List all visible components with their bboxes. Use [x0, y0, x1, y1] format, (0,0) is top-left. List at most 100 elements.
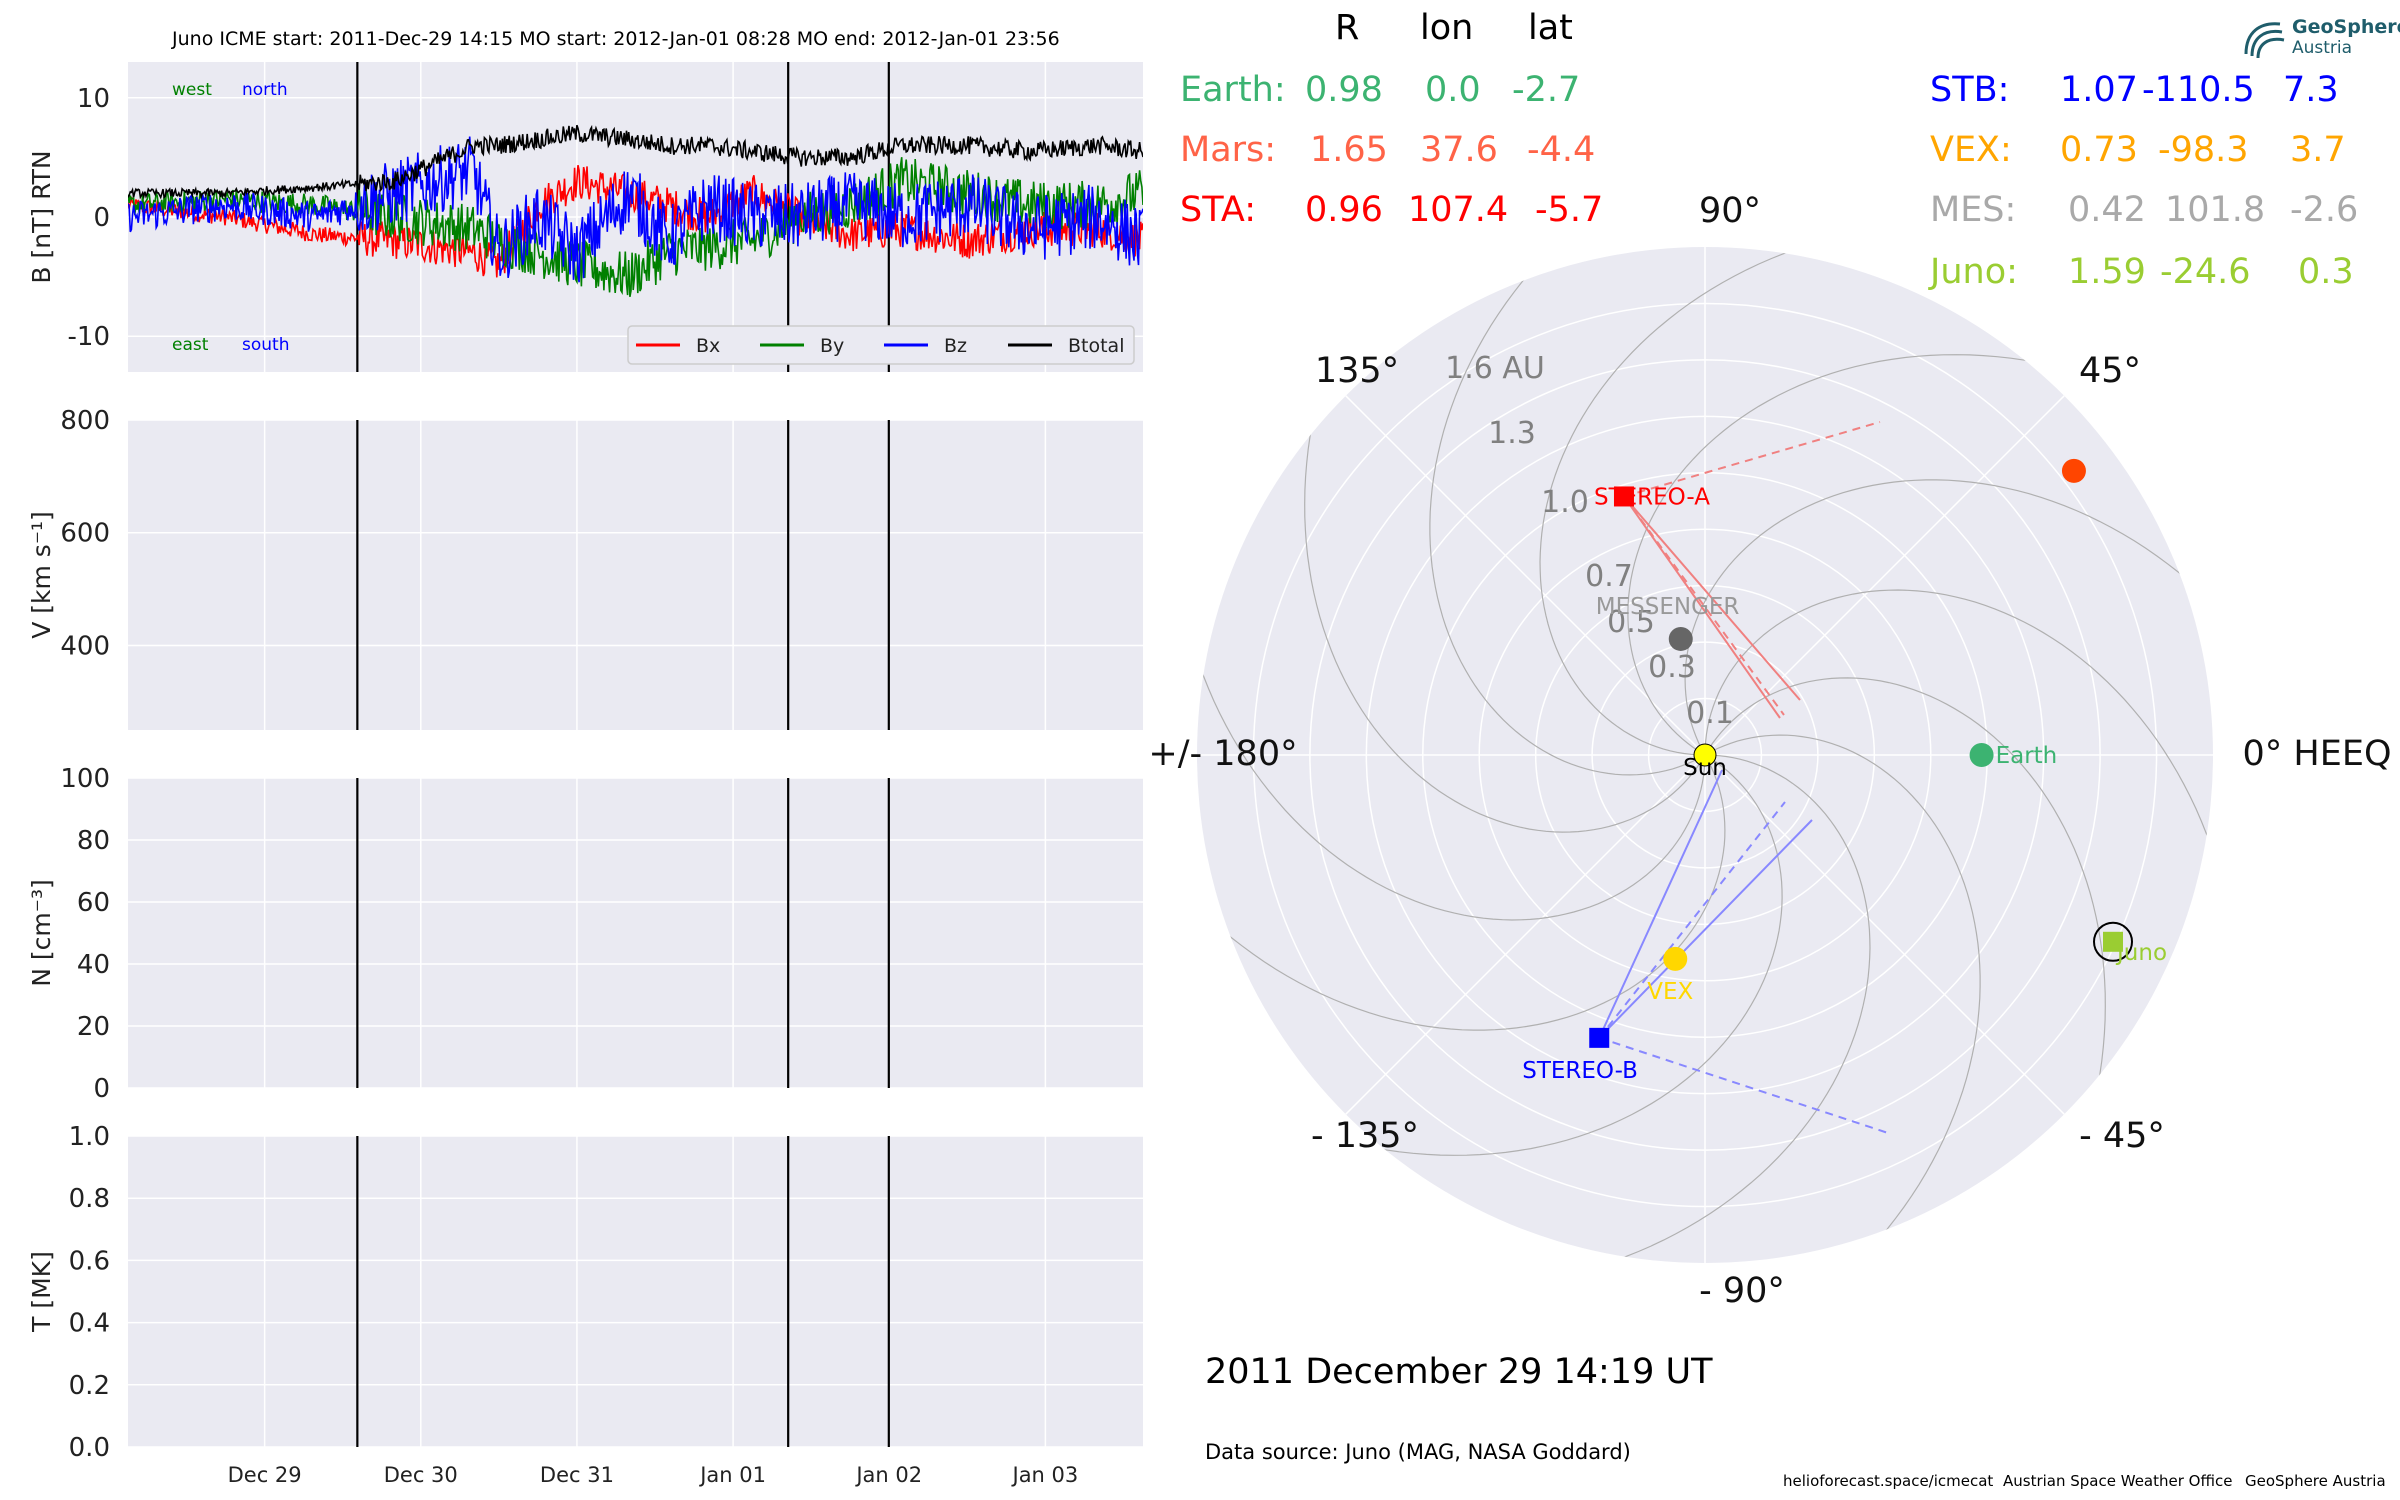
x-tick-label: Dec 31 — [540, 1463, 614, 1487]
parker-spiral-line — [1684, 479, 2213, 756]
y-tick-label: 0 — [93, 1074, 110, 1104]
row-stb-label: STB: — [1930, 70, 2010, 110]
logo-swirl-icon — [2244, 22, 2285, 59]
x-tick-label: Dec 29 — [228, 1463, 302, 1487]
stb-fov-line — [1598, 769, 1723, 1039]
radial-label: 0.1 — [1686, 696, 1734, 731]
row-juno-lon: -24.6 — [2160, 252, 2251, 292]
footer-office: Austrian Space Weather Office — [2003, 1472, 2233, 1490]
stb-fov-line — [1598, 819, 1813, 1039]
angle-label: 45° — [2079, 351, 2141, 391]
parker-spiral-line — [1539, 247, 1899, 756]
y-tick-label: 80 — [77, 826, 110, 856]
body-stereo-b-label: STEREO-B — [1522, 1058, 1638, 1084]
row-sta-lon: 107.4 — [1408, 190, 1509, 230]
y-tick-label: 0.4 — [69, 1309, 110, 1339]
row-juno-label: Juno: — [1930, 252, 2018, 292]
y-tick-label: 800 — [60, 406, 110, 436]
legend-label-bz: Bz — [944, 335, 967, 357]
x-tick-label: Jan 01 — [698, 1463, 766, 1487]
body-earth-marker — [1969, 743, 1994, 767]
row-earth-label: Earth: — [1180, 70, 1286, 110]
y-axis-label: V [km s⁻¹] — [27, 511, 56, 639]
row-mes-lon: 101.8 — [2165, 190, 2266, 230]
row-mars-lat: -4.4 — [1527, 130, 1596, 170]
logo-sub: Austria — [2292, 38, 2353, 58]
legend-box — [627, 325, 1135, 365]
parker-spiral-line — [1429, 247, 1706, 776]
panel-background — [128, 778, 1143, 1088]
parker-spiral-line — [1704, 677, 2106, 1188]
sta-fov-dashed — [1623, 421, 1881, 498]
data-source: Data source: Juno (MAG, NASA Goddard) — [1205, 1440, 1631, 1464]
body-juno-marker — [2103, 931, 2124, 952]
row-stb-r: 1.07 — [2060, 70, 2138, 110]
y-tick-label: 400 — [60, 631, 110, 661]
parker-spirals — [1197, 247, 2213, 1263]
x-tick-label: Jan 02 — [854, 1463, 922, 1487]
panel-density: 0 20 40 60 80 100 N [cm⁻³] — [27, 764, 1143, 1104]
table-header-lat: lat — [1528, 8, 1573, 48]
stb-fov-dashed — [1598, 1036, 1889, 1134]
radial-label: 1.0 — [1541, 485, 1589, 520]
angle-label: 0° HEEQ — [2243, 734, 2392, 774]
corner-label-north: north — [242, 80, 288, 100]
body-stereo-b-marker — [1589, 1027, 1610, 1048]
parker-spiral-line — [1704, 589, 2213, 949]
y-axis-label: N [cm⁻³] — [27, 879, 56, 986]
series-line-bx — [128, 165, 1143, 278]
body-juno-label: Juno — [2115, 940, 2167, 966]
row-juno-r: 1.59 — [2068, 252, 2146, 292]
parker-spiral-line — [1704, 734, 1981, 1263]
angle-label: - 135° — [1311, 1116, 1419, 1156]
body-messenger-marker — [1668, 626, 1693, 651]
y-tick-label: 0 — [93, 203, 110, 233]
x-tick-label: Dec 30 — [384, 1463, 458, 1487]
sta-fov-dashed — [1623, 495, 1785, 716]
body-vex-marker — [1663, 946, 1688, 971]
panel-speed: 400 600 800 V [km s⁻¹] — [27, 406, 1143, 730]
radial-label: 1.6 AU — [1445, 351, 1545, 386]
panel-temperature: 0.0 0.2 0.4 0.6 0.8 1.0 T [MK] — [27, 1122, 1143, 1463]
row-sta-lat: -5.7 — [1535, 190, 1604, 230]
angle-label: - 45° — [2079, 1116, 2165, 1156]
legend-label-btotal: Btotal — [1068, 335, 1124, 357]
row-sta-r: 0.96 — [1305, 190, 1383, 230]
row-mars-lon: 37.6 — [1420, 130, 1498, 170]
y-tick-label: 0.6 — [69, 1246, 110, 1276]
radial-label: 0.7 — [1585, 559, 1633, 594]
parker-spiral-line — [1197, 754, 1726, 1031]
corner-label-east: east — [172, 335, 209, 355]
row-stb-lon: -110.5 — [2142, 70, 2255, 110]
table-header-r: R — [1335, 8, 1360, 48]
body-messenger-label: MESSENGER — [1596, 594, 1740, 620]
y-tick-label: -10 — [68, 322, 110, 352]
legend-label-bx: Bx — [696, 335, 720, 357]
corner-label-south: south — [242, 335, 289, 355]
angular-gridline — [1345, 754, 1706, 1115]
table-header-lon: lon — [1420, 8, 1474, 48]
row-mars-r: 1.65 — [1310, 130, 1388, 170]
plot-title: Juno ICME start: 2011-Dec-29 14:15 MO st… — [172, 28, 1060, 50]
y-axis-label: B [nT] RTN — [27, 150, 56, 283]
y-tick-label: 20 — [77, 1012, 110, 1042]
x-tick-label: Jan 03 — [1011, 1463, 1079, 1487]
y-axis-label: T [MK] — [27, 1251, 56, 1333]
body-vex-label: VEX — [1647, 979, 1693, 1005]
logo-name: GeoSphere — [2292, 16, 2400, 38]
juno-highlight-ring — [2093, 921, 2134, 962]
body-stereo-a-marker — [1613, 486, 1634, 507]
radial-label: 0.5 — [1607, 605, 1655, 640]
series-group — [128, 124, 1143, 298]
row-vex-r: 0.73 — [2060, 130, 2138, 170]
row-stb-lat: 7.3 — [2283, 70, 2339, 110]
row-vex-lon: -98.3 — [2158, 130, 2249, 170]
y-tick-label: 40 — [77, 950, 110, 980]
parker-spiral-line — [1627, 354, 2138, 756]
angle-label: 135° — [1315, 351, 1399, 391]
parker-spiral-line — [1511, 754, 1871, 1263]
angle-label: - 90° — [1699, 1271, 1785, 1311]
y-tick-label: 60 — [77, 888, 110, 918]
